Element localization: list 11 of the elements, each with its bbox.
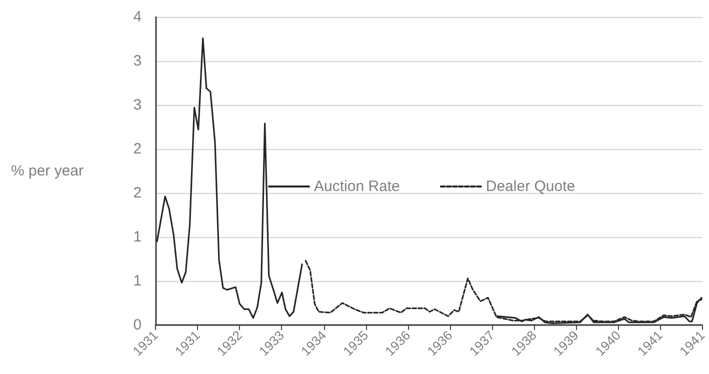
y-tick-label: 3 [133, 96, 142, 114]
legend-label: Auction Rate [314, 178, 400, 195]
y-tick-label: 1 [133, 228, 142, 246]
y-tick-label: 1 [133, 272, 142, 290]
legend-label: Dealer Quote [486, 178, 576, 195]
y-tick-label: 2 [133, 140, 142, 158]
y-axis-title: % per year [10, 162, 84, 180]
y-tick-label: 0 [133, 316, 142, 334]
y-tick-label: 4 [133, 8, 142, 26]
y-tick-label: 2 [133, 184, 142, 202]
y-tick-label: 3 [133, 52, 142, 70]
